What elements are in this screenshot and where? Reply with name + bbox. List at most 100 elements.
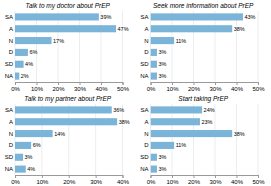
- x-tick-mark: [172, 175, 173, 178]
- x-tick-mark: [258, 82, 259, 85]
- data-label: 38%: [119, 119, 130, 125]
- x-tick-mark: [172, 82, 173, 85]
- y-tick-label: NA: [140, 166, 148, 172]
- data-label: 3%: [158, 154, 166, 160]
- x-tick-label: 0%: [147, 179, 156, 185]
- y-tick: N: [144, 38, 148, 44]
- bar: [151, 37, 175, 44]
- grid-line: [95, 104, 96, 175]
- x-tick-label: 0%: [147, 86, 156, 92]
- x-tick-mark: [123, 175, 124, 178]
- y-tick: SD: [140, 154, 149, 160]
- x-tick-label: 20%: [63, 179, 76, 185]
- bar: [151, 61, 157, 68]
- x-tick-label: 30%: [74, 86, 87, 92]
- y-tick-label: D: [144, 142, 149, 148]
- x-tick-mark: [151, 82, 152, 85]
- x-tick-mark: [194, 175, 195, 178]
- y-tick-label: SA: [140, 14, 148, 20]
- bars: [151, 13, 243, 79]
- y-tick: A: [9, 119, 13, 125]
- y-tick: A: [144, 26, 148, 32]
- x-tick-mark: [258, 175, 259, 178]
- grid-line: [15, 11, 16, 82]
- data-labels: 24%23%38%11%3%3%: [158, 107, 244, 172]
- x-tick-mark: [96, 175, 97, 178]
- bar: [151, 166, 157, 173]
- x-tick: 10%: [166, 82, 179, 92]
- x-tick-label: 10%: [166, 179, 179, 185]
- x-tick-label: 10%: [31, 86, 44, 92]
- bar: [15, 130, 53, 137]
- y-tick: D: [9, 142, 14, 148]
- x-tick-label: 30%: [209, 179, 222, 185]
- data-label: 23%: [201, 119, 212, 125]
- data-label: 11%: [176, 142, 187, 148]
- x-tick: 40%: [95, 82, 108, 92]
- x-tick-mark: [237, 175, 238, 178]
- y-tick-label: D: [144, 49, 149, 55]
- grid-line: [15, 104, 16, 175]
- x-tick-mark: [151, 175, 152, 178]
- panel: 0%10%20%30%40%50%SAANDSDNA24%23%38%11%3%…: [140, 95, 265, 185]
- bar: [15, 166, 26, 173]
- y-tick-label: N: [144, 38, 148, 44]
- x-tick-label: 40%: [231, 86, 244, 92]
- x-tick: 30%: [209, 82, 222, 92]
- x-tick: 50%: [252, 82, 265, 92]
- y-tick-label: A: [144, 26, 148, 32]
- x-tick: 0%: [147, 82, 156, 92]
- data-label: 3%: [158, 166, 166, 172]
- data-label: 6%: [33, 142, 41, 148]
- x-tick-label: 50%: [252, 179, 265, 185]
- x-axis-line: [151, 83, 259, 86]
- data-label: 36%: [113, 107, 124, 113]
- grid: [15, 104, 123, 175]
- x-tick-mark: [15, 175, 16, 178]
- y-tick-label: D: [9, 142, 14, 148]
- plot-area: 0%10%20%30%40%SAANDSDNA36%38%14%6%3%4%: [5, 104, 130, 185]
- x-tick-mark: [215, 175, 216, 178]
- grid-line: [236, 11, 237, 82]
- plot-area: 0%10%20%30%40%50%SAANDSDNA24%23%38%11%3%…: [140, 104, 265, 185]
- x-tick-mark: [123, 82, 124, 85]
- y-tick: SD: [5, 61, 14, 67]
- data-label: 43%: [244, 14, 255, 20]
- x-tick: 10%: [31, 82, 44, 92]
- data-label: 38%: [234, 26, 245, 32]
- bar: [151, 106, 203, 113]
- bar: [15, 73, 19, 80]
- bars: [15, 13, 116, 79]
- grid-line: [258, 11, 259, 82]
- bars: [151, 106, 233, 172]
- bar: [151, 73, 157, 80]
- title: Talk to my partner about PrEP: [24, 95, 111, 103]
- grid-line: [258, 104, 259, 175]
- data-label: 17%: [53, 38, 64, 44]
- data-label: 11%: [176, 38, 187, 44]
- x-axis-line: [16, 83, 124, 86]
- data-label: 2%: [21, 73, 29, 79]
- x-tick: 30%: [74, 82, 87, 92]
- y-tick: SA: [5, 14, 13, 20]
- y-tick-label: SA: [140, 107, 148, 113]
- bar: [15, 13, 99, 20]
- grid-line: [150, 104, 151, 175]
- bar: [15, 142, 31, 149]
- grid-line: [215, 11, 216, 82]
- y-tick-label: SD: [5, 61, 14, 67]
- x-tick: 10%: [36, 175, 49, 185]
- panel: 0%10%20%30%40%50%SAANDSDNA43%38%11%3%3%3…: [140, 2, 265, 92]
- x-tick: 50%: [117, 82, 130, 92]
- data-label: 38%: [234, 131, 245, 137]
- x-tick: 20%: [188, 175, 201, 185]
- y-tick-label: SD: [140, 61, 149, 67]
- x-tick-label: 40%: [117, 179, 130, 185]
- y-tick: NA: [5, 73, 13, 79]
- data-label: 47%: [118, 26, 129, 32]
- y-tick-label: A: [144, 119, 148, 125]
- data-labels: 39%47%17%6%4%2%: [21, 14, 129, 79]
- bar: [15, 106, 112, 113]
- title: Talk to my doctor about PrEP: [26, 2, 111, 10]
- data-label: 4%: [25, 61, 33, 67]
